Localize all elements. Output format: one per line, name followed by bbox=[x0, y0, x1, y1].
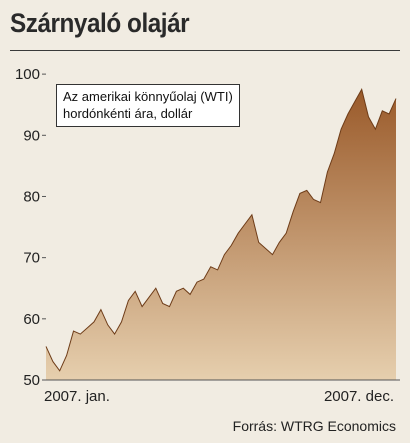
price-line bbox=[45, 88, 397, 372]
y-tick-label: 50 bbox=[23, 372, 40, 389]
source-credit: Forrás: WTRG Economics bbox=[232, 418, 396, 434]
y-tick-label: 90 bbox=[23, 127, 40, 144]
x-label-start: 2007. jan. bbox=[44, 388, 110, 405]
price-area bbox=[46, 89, 396, 381]
y-tick-label: 60 bbox=[23, 311, 40, 328]
note-line-1: Az amerikai könnyűolaj (WTI) bbox=[63, 89, 233, 104]
chart-note: Az amerikai könnyűolaj (WTI) hordónkénti… bbox=[56, 84, 240, 127]
title-divider bbox=[10, 50, 400, 51]
y-tick-label: 80 bbox=[23, 188, 40, 205]
x-label-end: 2007. dec. bbox=[323, 388, 394, 405]
y-tick-label: 100 bbox=[15, 66, 40, 83]
chart-title: Szárnyaló olajár bbox=[10, 8, 190, 38]
note-line-2: hordónkénti ára, dollár bbox=[63, 106, 193, 121]
y-tick-label: 70 bbox=[23, 250, 40, 267]
